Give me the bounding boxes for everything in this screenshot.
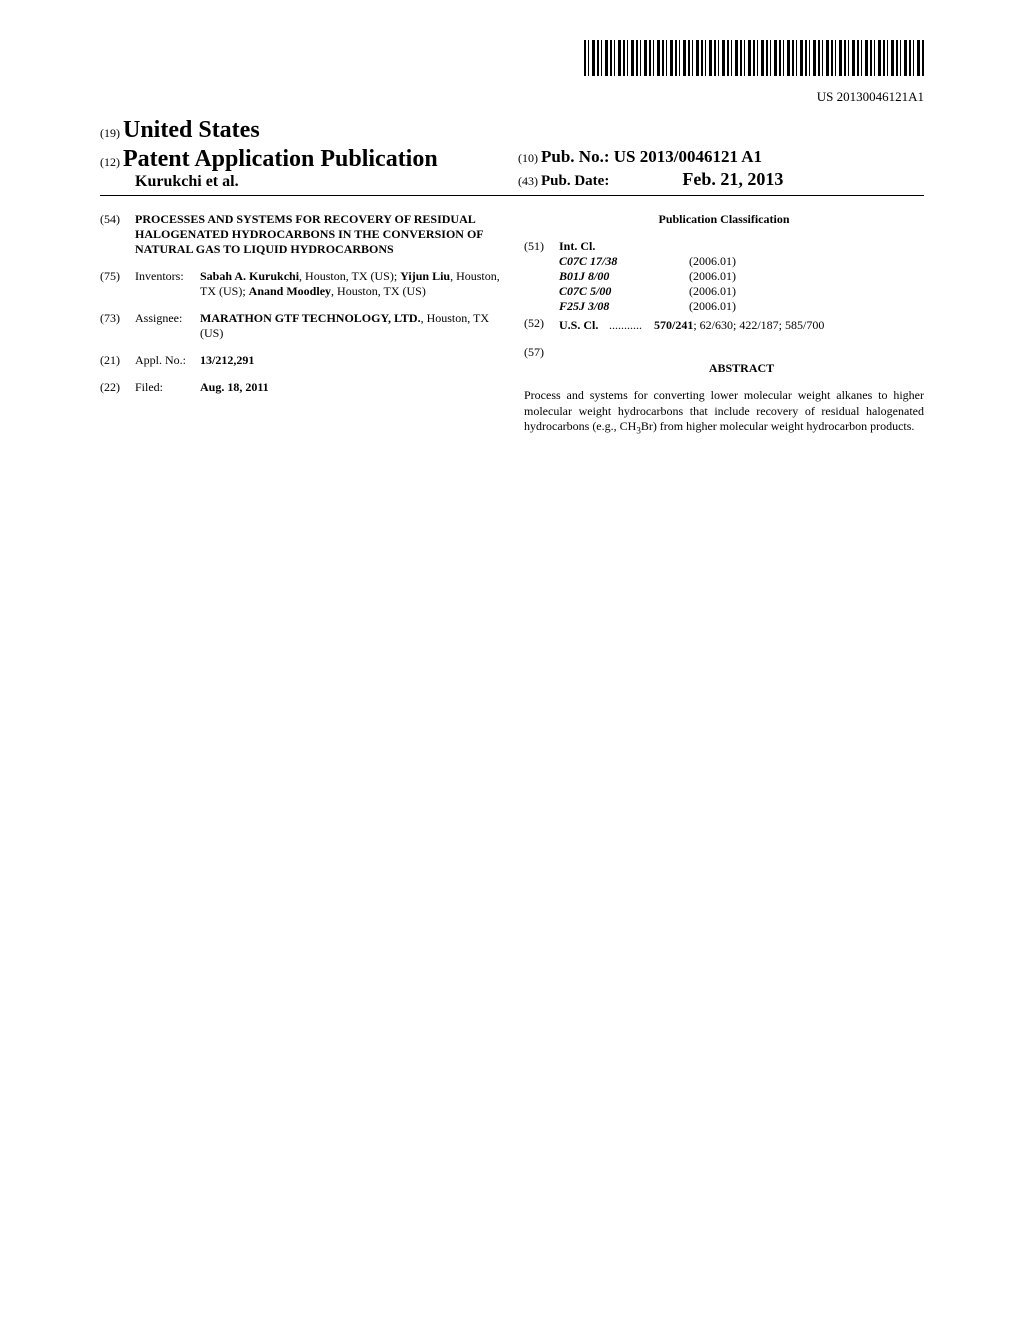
us-cl-code: (52) xyxy=(524,316,559,333)
barcode-number: US 20130046121A1 xyxy=(100,89,924,105)
country-line: (19) United States xyxy=(100,117,506,144)
pub-date-line: (43) Pub. Date: Feb. 21, 2013 xyxy=(518,169,924,190)
assignee-label: Assignee: xyxy=(135,311,200,341)
int-cl-field: (51) Int. Cl. C07C 17/38 (2006.01) B01J … xyxy=(524,239,924,314)
pub-no-value: US 2013/0046121 A1 xyxy=(614,147,762,166)
abstract-text: Process and systems for converting lower… xyxy=(524,388,924,437)
appl-no-label: Appl. No.: xyxy=(135,353,200,368)
title-text: PROCESSES AND SYSTEMS FOR RECOVERY OF RE… xyxy=(135,212,500,257)
int-cl-item: C07C 5/00 (2006.01) xyxy=(559,284,924,299)
us-cl-values: 570/241; 62/630; 422/187; 585/700 xyxy=(654,318,924,333)
classification-header: Publication Classification xyxy=(524,212,924,227)
int-cl-item-code: C07C 17/38 xyxy=(559,254,689,269)
us-cl-content: U.S. Cl. ........... 570/241; 62/630; 42… xyxy=(559,318,924,333)
filed-label: Filed: xyxy=(135,380,200,395)
authors-line: Kurukchi et al. xyxy=(135,173,506,191)
inventors-label: Inventors: xyxy=(135,269,200,299)
pub-no-code: (10) xyxy=(518,151,538,165)
header-left: (19) United States (12) Patent Applicati… xyxy=(100,117,506,191)
appl-no-value: 13/212,291 xyxy=(200,353,500,368)
int-cl-content: Int. Cl. C07C 17/38 (2006.01) B01J 8/00 … xyxy=(559,239,924,314)
us-cl-primary: 570/241 xyxy=(654,318,693,332)
int-cl-label: Int. Cl. xyxy=(559,239,924,254)
assignee-content: MARATHON GTF TECHNOLOGY, LTD., Houston, … xyxy=(200,311,500,341)
appl-no-field: (21) Appl. No.: 13/212,291 xyxy=(100,353,500,368)
pub-type: Patent Application Publication xyxy=(123,146,438,172)
inventor-name: Sabah A. Kurukchi xyxy=(200,269,299,283)
int-cl-item-year: (2006.01) xyxy=(689,299,924,314)
left-column: (54) PROCESSES AND SYSTEMS FOR RECOVERY … xyxy=(100,212,500,437)
us-cl-dots: ........... xyxy=(609,318,654,333)
inventor-location: , Houston, TX (US); xyxy=(299,269,400,283)
int-cl-item-year: (2006.01) xyxy=(689,254,924,269)
pub-type-line: (12) Patent Application Publication xyxy=(100,146,506,173)
abstract-header: ABSTRACT xyxy=(559,361,924,376)
int-cl-item: F25J 3/08 (2006.01) xyxy=(559,299,924,314)
assignee-code: (73) xyxy=(100,311,135,341)
int-cl-item-code: F25J 3/08 xyxy=(559,299,689,314)
pub-no-label: Pub. No.: xyxy=(541,147,609,166)
assignee-field: (73) Assignee: MARATHON GTF TECHNOLOGY, … xyxy=(100,311,500,341)
int-cl-item-code: B01J 8/00 xyxy=(559,269,689,284)
int-cl-item: C07C 17/38 (2006.01) xyxy=(559,254,924,269)
us-cl-rest: ; 62/630; 422/187; 585/700 xyxy=(693,318,824,332)
int-cl-code: (51) xyxy=(524,239,559,314)
abstract-code: (57) xyxy=(524,345,559,384)
content-columns: (54) PROCESSES AND SYSTEMS FOR RECOVERY … xyxy=(100,212,924,437)
pub-date-code: (43) xyxy=(518,174,538,188)
inventor-location: , Houston, TX (US) xyxy=(331,284,426,298)
barcode-image xyxy=(584,40,924,76)
int-cl-item: B01J 8/00 (2006.01) xyxy=(559,269,924,284)
pub-date-value: Feb. 21, 2013 xyxy=(682,169,783,189)
header-right: (10) Pub. No.: US 2013/0046121 A1 (43) P… xyxy=(506,117,924,190)
title-field: (54) PROCESSES AND SYSTEMS FOR RECOVERY … xyxy=(100,212,500,257)
filed-value: Aug. 18, 2011 xyxy=(200,380,500,395)
inventor-name: Anand Moodley xyxy=(249,284,331,298)
abstract-text-after: Br) from higher molecular weight hydroca… xyxy=(641,419,915,433)
country-code: (19) xyxy=(100,126,120,140)
int-cl-item-year: (2006.01) xyxy=(689,284,924,299)
abstract-section: (57) ABSTRACT xyxy=(524,345,924,384)
pub-no-line: (10) Pub. No.: US 2013/0046121 A1 xyxy=(518,147,924,167)
pub-date-label: Pub. Date: xyxy=(541,173,609,189)
country-name: United States xyxy=(123,117,260,143)
barcode-section xyxy=(100,40,924,81)
us-cl-label: U.S. Cl. xyxy=(559,318,609,333)
title-code: (54) xyxy=(100,212,135,257)
filed-code: (22) xyxy=(100,380,135,395)
int-cl-item-code: C07C 5/00 xyxy=(559,284,689,299)
us-cl-field: (52) U.S. Cl. ........... 570/241; 62/63… xyxy=(524,316,924,333)
right-column: Publication Classification (51) Int. Cl.… xyxy=(524,212,924,437)
appl-no-code: (21) xyxy=(100,353,135,368)
filed-field: (22) Filed: Aug. 18, 2011 xyxy=(100,380,500,395)
inventor-name: Yijun Liu xyxy=(400,269,450,283)
assignee-name: MARATHON GTF TECHNOLOGY, LTD. xyxy=(200,311,421,325)
pub-type-code: (12) xyxy=(100,155,120,169)
inventors-code: (75) xyxy=(100,269,135,299)
inventors-field: (75) Inventors: Sabah A. Kurukchi, Houst… xyxy=(100,269,500,299)
int-cl-item-year: (2006.01) xyxy=(689,269,924,284)
inventors-list: Sabah A. Kurukchi, Houston, TX (US); Yij… xyxy=(200,269,500,299)
document-header: (19) United States (12) Patent Applicati… xyxy=(100,117,924,196)
